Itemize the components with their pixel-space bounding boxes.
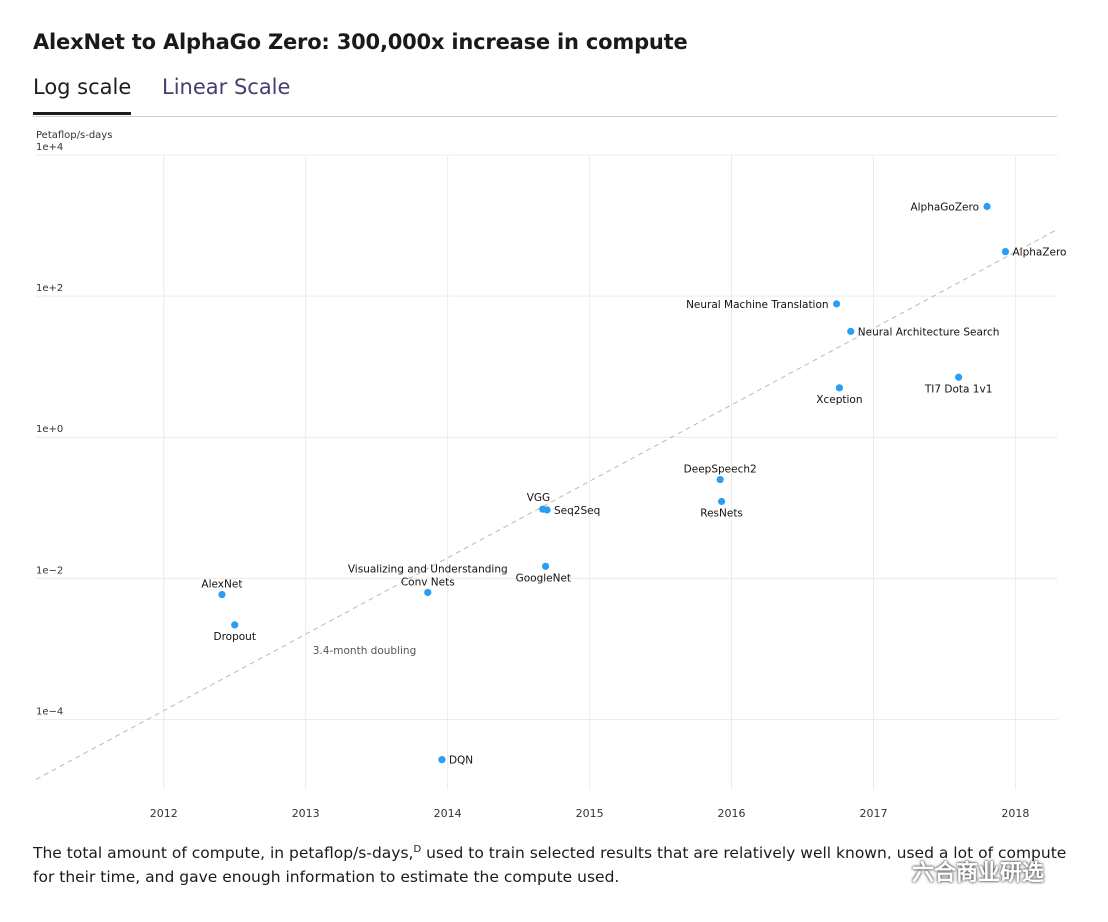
caption-footnote[interactable]: D [413,844,422,855]
point-label-line: GoogleNet [516,572,571,584]
point-label: Neural Machine Translation [686,299,828,311]
point-label-line: TI7 Dota 1v1 [924,383,993,395]
x-tick-label: 2012 [150,807,178,820]
tab-linear-scale[interactable]: Linear Scale [162,75,291,99]
data-point [716,475,724,484]
point-label-line: Dropout [213,631,255,643]
data-point [835,384,844,392]
point-label: TI7 Dota 1v1 [924,383,993,395]
point-label-line: AlphaZero [1012,247,1066,259]
point-label-line: Seq2Seq [554,505,600,517]
y-tick-label: 1e+0 [36,424,63,435]
point-label: Xception [816,394,862,406]
data-point [1001,248,1010,256]
caption-text-2: used to train selected results that are … [33,844,1067,887]
x-tick-label: 2013 [292,807,320,820]
y-tick-label: 1e−4 [36,706,63,717]
point-label: ResNets [700,507,743,519]
chart-caption: The total amount of compute, in petaflop… [33,838,1073,889]
data-point [847,327,855,335]
point-label-line: VGG [527,492,550,504]
scale-tabs: Log scale Linear Scale [33,72,1057,117]
point-label: AlphaZero [1012,247,1066,259]
data-point [717,497,726,506]
data-point [218,590,226,599]
point-label-line: DQN [449,755,473,767]
data-point [955,373,963,381]
data-point [424,588,432,597]
chart-title: AlexNet to AlphaGo Zero: 300,000x increa… [33,30,688,54]
watermark: 六合商业研选 [868,855,1044,887]
data-point [231,621,239,629]
trend-label: 3.4-month doubling [313,645,416,657]
point-label: AlphaGoZero [910,202,979,214]
wechat-icon [869,857,905,885]
tab-log-scale[interactable]: Log scale [33,75,132,115]
point-label-line: ResNets [700,507,743,519]
watermark-text: 六合商业研选 [912,861,1045,886]
trend-line [35,228,1059,780]
x-tick-label: 2017 [859,807,887,820]
point-label-line: Neural Architecture Search [858,326,1000,338]
point-label: DQN [449,755,473,767]
y-tick-label: 1e+4 [36,142,63,153]
data-point [541,562,550,570]
point-label-line: Visualizing and Understanding [348,563,508,575]
point-label-line: AlexNet [201,579,242,591]
point-label: Seq2Seq [554,505,600,517]
point-label: VGG [527,492,550,504]
data-point [983,202,991,211]
data-point [832,300,841,308]
point-label: GoogleNet [516,572,571,584]
point-label-line: Xception [816,394,862,406]
point-label: DeepSpeech2 [684,464,757,476]
data-point [438,756,446,764]
point-label-line: DeepSpeech2 [684,464,757,476]
point-label: Dropout [213,631,255,643]
point-label-line: Conv Nets [401,576,455,588]
caption-text-1: The total amount of compute, in petaflop… [33,844,414,863]
data-point [543,506,551,514]
point-label-line: AlphaGoZero [910,202,979,214]
point-label: Visualizing and Understanding Conv Nets [348,563,508,588]
x-tick-label: 2014 [434,807,462,820]
point-label-line: Neural Machine Translation [686,299,828,311]
y-axis-title: Petaflop/s-days [36,130,112,141]
point-label: AlexNet [201,579,242,591]
y-tick-label: 1e+2 [36,283,63,294]
x-tick-label: 2018 [1001,807,1029,820]
y-tick-label: 1e−2 [36,565,63,576]
x-tick-label: 2016 [718,807,746,820]
point-label: Neural Architecture Search [858,326,1000,338]
x-tick-label: 2015 [576,807,604,820]
